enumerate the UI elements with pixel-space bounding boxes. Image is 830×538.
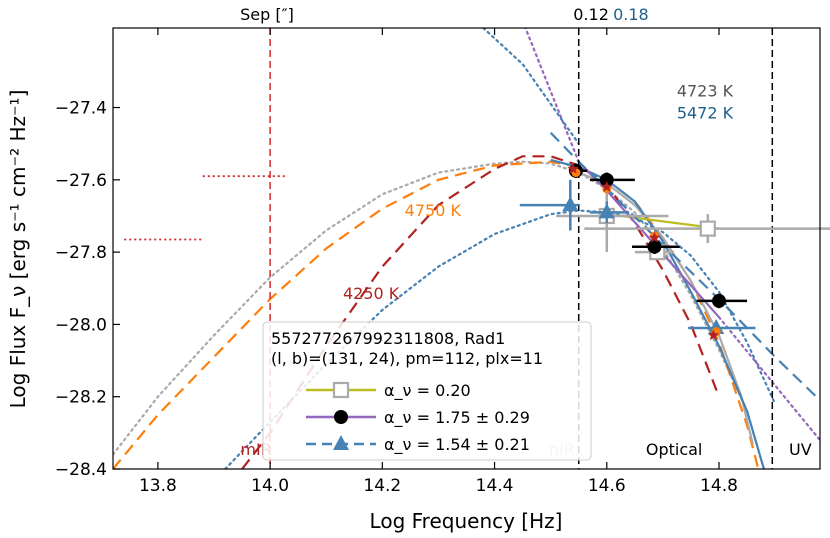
legend-box [262,321,592,461]
upper-limits [124,175,287,241]
curve [577,160,720,318]
series-blue-photometry [519,179,756,335]
temperature-label: 4750 K [405,201,462,220]
x-tick-label: 14.4 [476,476,514,496]
plot-frame [112,27,821,470]
legend-title-line2: (l, b)=(131, 24), pm=112, plx=11 [271,349,543,368]
x-tick-label: 14.8 [700,476,738,496]
separation-label: 0.12 [573,5,609,24]
y-tick-label: −28.0 [55,315,107,335]
y-axis-label: Log Flux F_ν [erg s⁻¹ cm⁻² Hz⁻¹] [6,90,30,409]
curve [241,155,721,469]
photometry-points [519,163,830,341]
separation-values: 0.12 0.18 [573,5,648,24]
marker-triangle [598,203,615,219]
marker-star [707,329,720,341]
curve [482,28,580,145]
temperature-label: 4723 K [677,82,734,101]
marker-circle [599,172,614,187]
region-label: UV [789,440,812,459]
marker-triangle [562,196,579,212]
marker-circle [334,410,348,424]
region-label: Optical [646,440,703,459]
legend-label: α_ν = 1.54 ± 0.21 [384,435,530,455]
marker-circle [712,293,726,308]
x-tick-label: 14.6 [588,476,626,496]
series-brown-stars [567,163,720,341]
marker-circle [647,239,662,254]
legend-label: α_ν = 1.75 ± 0.29 [384,408,530,428]
y-axis-ticks: −27.4 −27.6 −27.8 −28.0 −28.2 −28.4 [55,99,120,480]
legend: 557277267992311808, Rad1 (l, b)=(131, 24… [262,321,592,461]
y-tick-label: −27.6 [55,171,107,191]
y-tick-label: −28.2 [55,388,107,408]
legend-title-line1: 557277267992311808, Rad1 [271,329,505,348]
x-axis-ticks: 13.8 14.0 14.2 14.4 14.6 14.8 [139,28,738,496]
temperature-label: 4250 K [343,284,400,303]
y-tick-label: −27.4 [55,99,107,119]
marker-square [332,381,350,399]
curve [717,316,820,442]
x-tick-label: 13.8 [139,476,177,496]
marker-star [648,231,661,243]
marker-square [699,220,716,237]
marker-triangle [333,435,349,450]
marker-star [601,181,613,192]
legend-label: α_ν = 0.20 [384,381,471,401]
x-tick-label: 14.2 [363,476,401,496]
temperature-labels: 4750 K 4250 K 4723 K 5472 K [343,82,734,303]
marker-star [567,163,579,174]
legend-entries: α_ν = 0.20 α_ν = 1.75 ± 0.29 α_ν = 1.54 ± … [306,381,530,455]
curve [224,209,777,469]
x-axis-label: Log Frequency [Hz] [370,509,563,533]
series-gray-photometry [556,179,830,261]
y-tick-label: −27.8 [55,243,107,263]
curve [524,28,580,163]
y-tick-label: −28.4 [55,460,107,480]
temperature-label: 5472 K [677,103,734,122]
separation-label: 0.18 [613,5,649,24]
sep-label: Sep [″] [240,5,294,24]
x-tick-label: 14.0 [251,476,289,496]
